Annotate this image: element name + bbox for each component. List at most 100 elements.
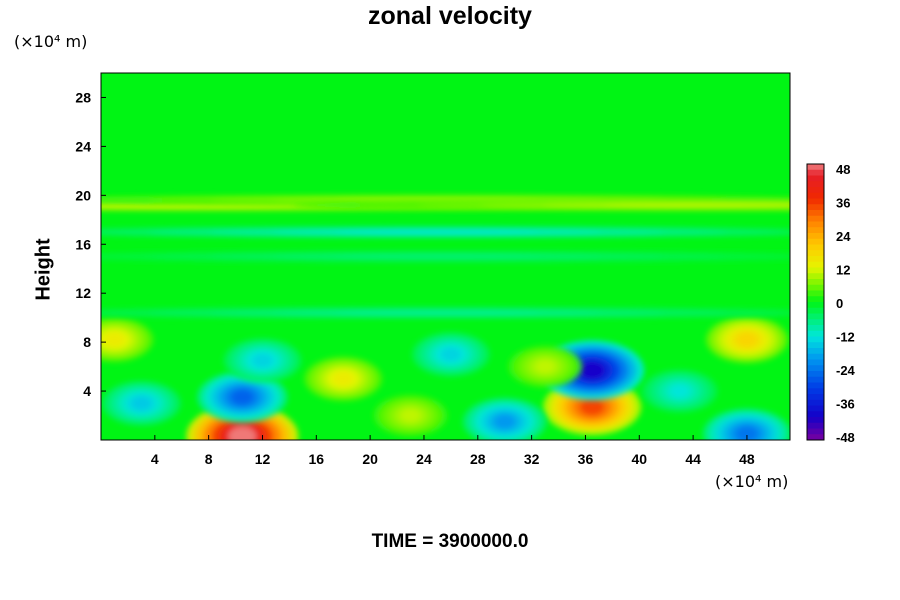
colorbar-segment [807,233,824,240]
colorbar-segment [807,238,824,245]
colorbar-segment [807,164,824,171]
colorbar-segment [807,250,824,257]
heatmap-feature [705,316,788,364]
colorbar-segment [807,405,824,412]
colorbar-segment [807,198,824,205]
colorbar-tick-label: -24 [836,363,856,378]
x-tick-label: 24 [416,451,432,467]
heatmap-feature [373,394,448,437]
heatmap-feature [101,317,154,362]
colorbar-segment [807,325,824,332]
x-tick-label: 20 [362,451,378,467]
colorbar-segment [807,204,824,211]
heatmap-field [101,73,790,440]
colorbar-tick-label: 0 [836,296,843,311]
colorbar-segment [807,169,824,176]
y-tick-label: 12 [75,285,91,301]
y-tick-label: 24 [75,138,91,154]
colorbar-frame [806,163,825,441]
x-tick-label: 36 [578,451,594,467]
time-label: TIME = 3900000.0 [371,531,529,552]
colorbar-tick-label: -12 [836,330,855,345]
colorbar-segment [807,261,824,268]
colorbar-segment [807,422,824,429]
x-axis-unit: (×10⁴ m) [715,472,789,491]
colorbar-segment [807,399,824,406]
colorbar-segment [807,256,824,263]
colorbar-tick-label: 12 [836,263,850,278]
heatmap-feature [508,345,583,388]
colorbar-segment [807,417,824,424]
colorbar-segment [807,353,824,360]
colorbar-tick-label: -48 [836,430,855,445]
x-tick-label: 44 [685,451,701,467]
colorbar: 48 36 24 12 0 -12 -24 -36 -48 [806,162,856,445]
colorbar-segment [807,365,824,372]
colorbar-segment [807,336,824,343]
heatmap-feature [101,226,790,239]
colorbar-segment [807,187,824,194]
colorbar-segment [807,319,824,326]
colorbar-segment [807,175,824,182]
colorbar-segment [807,192,824,199]
heatmap-feature [223,338,302,383]
plot-frame [100,72,791,441]
heatmap-feature [702,408,790,440]
colorbar-segment [807,371,824,378]
colorbar-segment [807,296,824,303]
x-tick-label: 16 [309,451,325,467]
colorbar-segment [807,428,824,435]
x-tick-label: 48 [739,451,755,467]
colorbar-segment [807,267,824,274]
colorbar-segment [807,302,824,309]
heatmap-feature [101,306,790,319]
x-tick-label: 40 [631,451,647,467]
heatmap-feature [101,250,790,263]
colorbar-segment [807,307,824,314]
colorbar-tick-label: 24 [836,229,851,244]
colorbar-segment [807,382,824,389]
y-tick-label: 20 [75,187,91,203]
colorbar-segment [807,394,824,401]
chart-title: zonal velocity [368,2,532,30]
x-tick-label: 28 [470,451,486,467]
colorbar-segment [807,215,824,222]
y-axis-unit: (×10⁴ m) [14,32,88,51]
colorbar-tick-label: 36 [836,196,850,211]
y-tick-label: 28 [75,89,91,105]
heatmap-feature [101,380,181,426]
colorbar-segment [807,210,824,217]
x-tick-label: 12 [255,451,271,467]
colorbar-segment [807,359,824,366]
heatmap-feature [293,199,790,212]
y-tick-label: 4 [83,383,91,399]
y-tick-label: 8 [83,334,91,350]
colorbar-segment [807,181,824,188]
colorbar-segment [807,376,824,383]
colorbar-segment [807,244,824,251]
colorbar-segment [807,273,824,280]
x-tick-label: 8 [205,451,213,467]
colorbar-segment [807,227,824,234]
colorbar-segment [807,290,824,297]
colorbar-segment [807,221,824,228]
colorbar-tick-label: -36 [836,397,855,412]
colorbar-segment [807,388,824,395]
colorbar-segment [807,342,824,349]
colorbar-segment [807,434,824,441]
heatmap-feature [197,371,288,423]
colorbar-segment [807,330,824,337]
x-tick-label: 4 [151,451,159,467]
heatmap-feature [304,356,383,402]
colorbar-segment [807,279,824,286]
colorbar-tick-label: 48 [836,162,850,177]
heatmap-feature [411,332,490,377]
colorbar-segment [807,284,824,291]
y-tick-label: 16 [75,236,91,252]
colorbar-segment [807,411,824,418]
heatmap-feature [641,369,718,413]
colorbar-segment [807,348,824,355]
x-tick-label: 32 [524,451,540,467]
